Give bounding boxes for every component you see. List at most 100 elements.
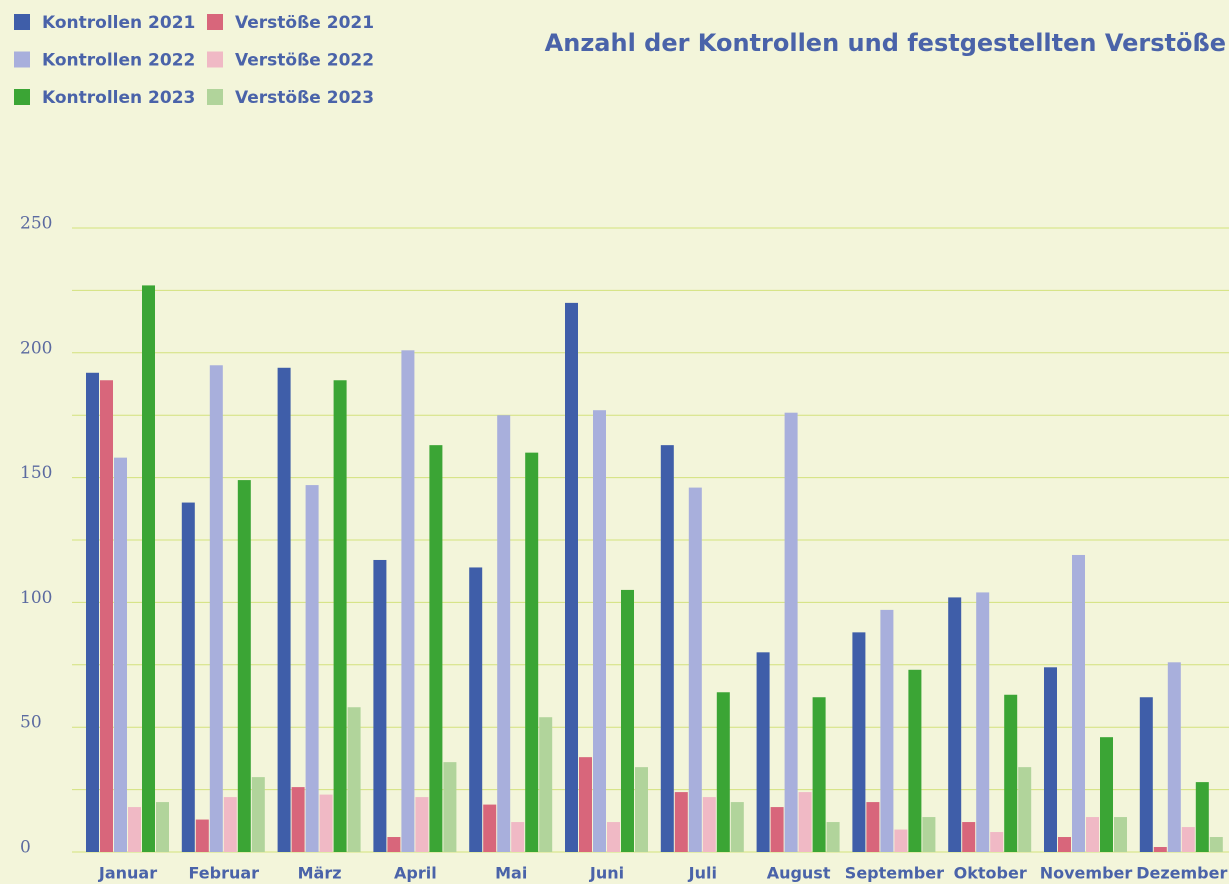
y-tick-label: 250 xyxy=(20,214,52,234)
bar xyxy=(716,692,730,852)
bar xyxy=(976,592,990,852)
bar xyxy=(86,372,99,852)
bar xyxy=(962,822,976,852)
bar xyxy=(593,410,606,852)
bar xyxy=(469,567,483,852)
x-tick-label: Mai xyxy=(495,864,527,883)
bar xyxy=(1086,817,1099,852)
legend-swatch xyxy=(14,14,30,30)
bar xyxy=(237,480,251,852)
legend-label: Verstöße 2021 xyxy=(235,13,374,33)
x-tick-label: August xyxy=(767,864,831,883)
x-tick-label: Dezember xyxy=(1136,864,1227,883)
bar xyxy=(894,829,908,852)
bar xyxy=(511,822,525,852)
legend-label: Verstöße 2022 xyxy=(235,51,374,71)
bar xyxy=(1139,697,1153,852)
x-tick-label: März xyxy=(298,864,342,883)
bar xyxy=(443,762,457,852)
bar xyxy=(1100,737,1113,852)
bar xyxy=(660,445,674,852)
bar xyxy=(635,767,648,852)
bar xyxy=(251,777,265,852)
bar xyxy=(607,822,620,852)
legend-swatch xyxy=(207,89,223,105)
y-tick-label: 0 xyxy=(20,838,31,858)
bar xyxy=(565,302,578,852)
bar xyxy=(674,792,688,852)
x-tick-label: Oktober xyxy=(954,864,1027,883)
bar xyxy=(539,717,553,852)
bar xyxy=(1181,827,1195,852)
x-tick-label: November xyxy=(1040,864,1133,883)
bar xyxy=(181,502,195,852)
bar xyxy=(333,380,347,852)
bar xyxy=(291,787,305,852)
x-tick-label: Februar xyxy=(189,864,260,883)
x-tick-label: April xyxy=(394,864,437,883)
bar xyxy=(798,792,812,852)
bar xyxy=(128,807,141,852)
bar xyxy=(319,794,333,852)
legend-swatch xyxy=(207,14,223,30)
bar xyxy=(770,807,784,852)
bar xyxy=(688,487,702,852)
bar xyxy=(990,832,1004,852)
legend-label: Kontrollen 2023 xyxy=(42,88,195,108)
bar xyxy=(401,350,415,852)
bar xyxy=(1195,782,1209,852)
bar xyxy=(948,597,962,852)
legend-label: Kontrollen 2022 xyxy=(42,51,195,71)
chart-title: Anzahl der Kontrollen und festgestellten… xyxy=(545,29,1226,57)
x-tick-label: September xyxy=(845,864,944,883)
bar xyxy=(812,697,826,852)
bar xyxy=(387,837,401,852)
bar xyxy=(621,589,634,852)
x-tick-label: Juli xyxy=(688,864,717,883)
bar xyxy=(209,365,223,852)
bar xyxy=(866,802,880,852)
bar xyxy=(1153,847,1167,852)
bar xyxy=(1209,837,1223,852)
bar xyxy=(756,652,770,852)
bar xyxy=(142,285,155,853)
bar xyxy=(908,669,922,852)
x-tick-label: Januar xyxy=(98,864,157,883)
bar xyxy=(483,804,497,852)
bar xyxy=(415,797,429,852)
legend-swatch xyxy=(14,89,30,105)
bar xyxy=(1114,817,1127,852)
bar xyxy=(1004,694,1018,852)
bar xyxy=(1072,554,1085,852)
y-tick-label: 150 xyxy=(20,463,52,483)
bar xyxy=(579,757,592,852)
bar xyxy=(1044,667,1057,852)
y-tick-label: 200 xyxy=(20,338,52,358)
bar xyxy=(826,822,840,852)
bar xyxy=(852,632,866,852)
legend-label: Verstöße 2023 xyxy=(235,88,374,108)
bar xyxy=(195,819,209,852)
bar xyxy=(223,797,237,852)
bar xyxy=(156,802,169,852)
y-tick-label: 100 xyxy=(20,588,52,608)
bar xyxy=(114,457,127,852)
bar xyxy=(784,412,798,852)
bar xyxy=(373,559,387,852)
x-tick-label: Juni xyxy=(589,864,624,883)
bar xyxy=(1018,767,1032,852)
bar xyxy=(429,445,443,852)
bar xyxy=(100,380,113,852)
bar xyxy=(305,485,319,852)
bar xyxy=(525,452,539,852)
legend-label: Kontrollen 2021 xyxy=(42,13,195,33)
bar xyxy=(702,797,716,852)
bar xyxy=(1058,837,1071,852)
y-tick-label: 50 xyxy=(20,713,42,733)
legend-swatch xyxy=(207,51,223,68)
bar xyxy=(1167,662,1181,852)
bar xyxy=(880,609,894,852)
bar xyxy=(730,802,744,852)
